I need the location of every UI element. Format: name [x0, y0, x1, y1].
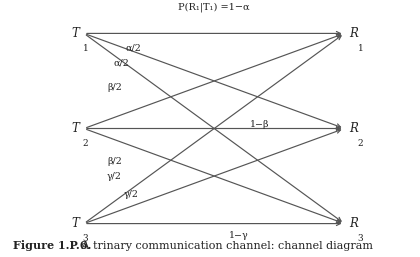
- Text: P(R₁|T₁) =1−α: P(R₁|T₁) =1−α: [178, 2, 250, 12]
- Text: 2: 2: [83, 139, 88, 148]
- Text: β/2: β/2: [107, 157, 122, 167]
- Text: T: T: [71, 27, 79, 40]
- Text: 3: 3: [358, 234, 363, 243]
- Text: A trinary communication channel: channel diagram: A trinary communication channel: channel…: [78, 241, 373, 251]
- Text: R: R: [349, 27, 358, 40]
- Text: γ/2: γ/2: [124, 189, 139, 199]
- Text: 1−γ: 1−γ: [229, 231, 249, 241]
- Text: α/2: α/2: [126, 43, 142, 52]
- Text: 1: 1: [83, 44, 89, 53]
- Text: 3: 3: [83, 234, 88, 243]
- Text: 2: 2: [358, 139, 363, 148]
- Text: T: T: [71, 217, 79, 230]
- Text: 1−β: 1−β: [250, 120, 269, 129]
- Text: Figure 1.P.6.: Figure 1.P.6.: [13, 240, 91, 251]
- Text: R: R: [349, 122, 358, 135]
- Text: R: R: [349, 217, 358, 230]
- Text: T: T: [71, 122, 79, 135]
- Text: 1: 1: [358, 44, 364, 53]
- Text: β/2: β/2: [107, 83, 122, 92]
- Text: γ/2: γ/2: [107, 171, 122, 181]
- Text: α/2: α/2: [113, 58, 129, 68]
